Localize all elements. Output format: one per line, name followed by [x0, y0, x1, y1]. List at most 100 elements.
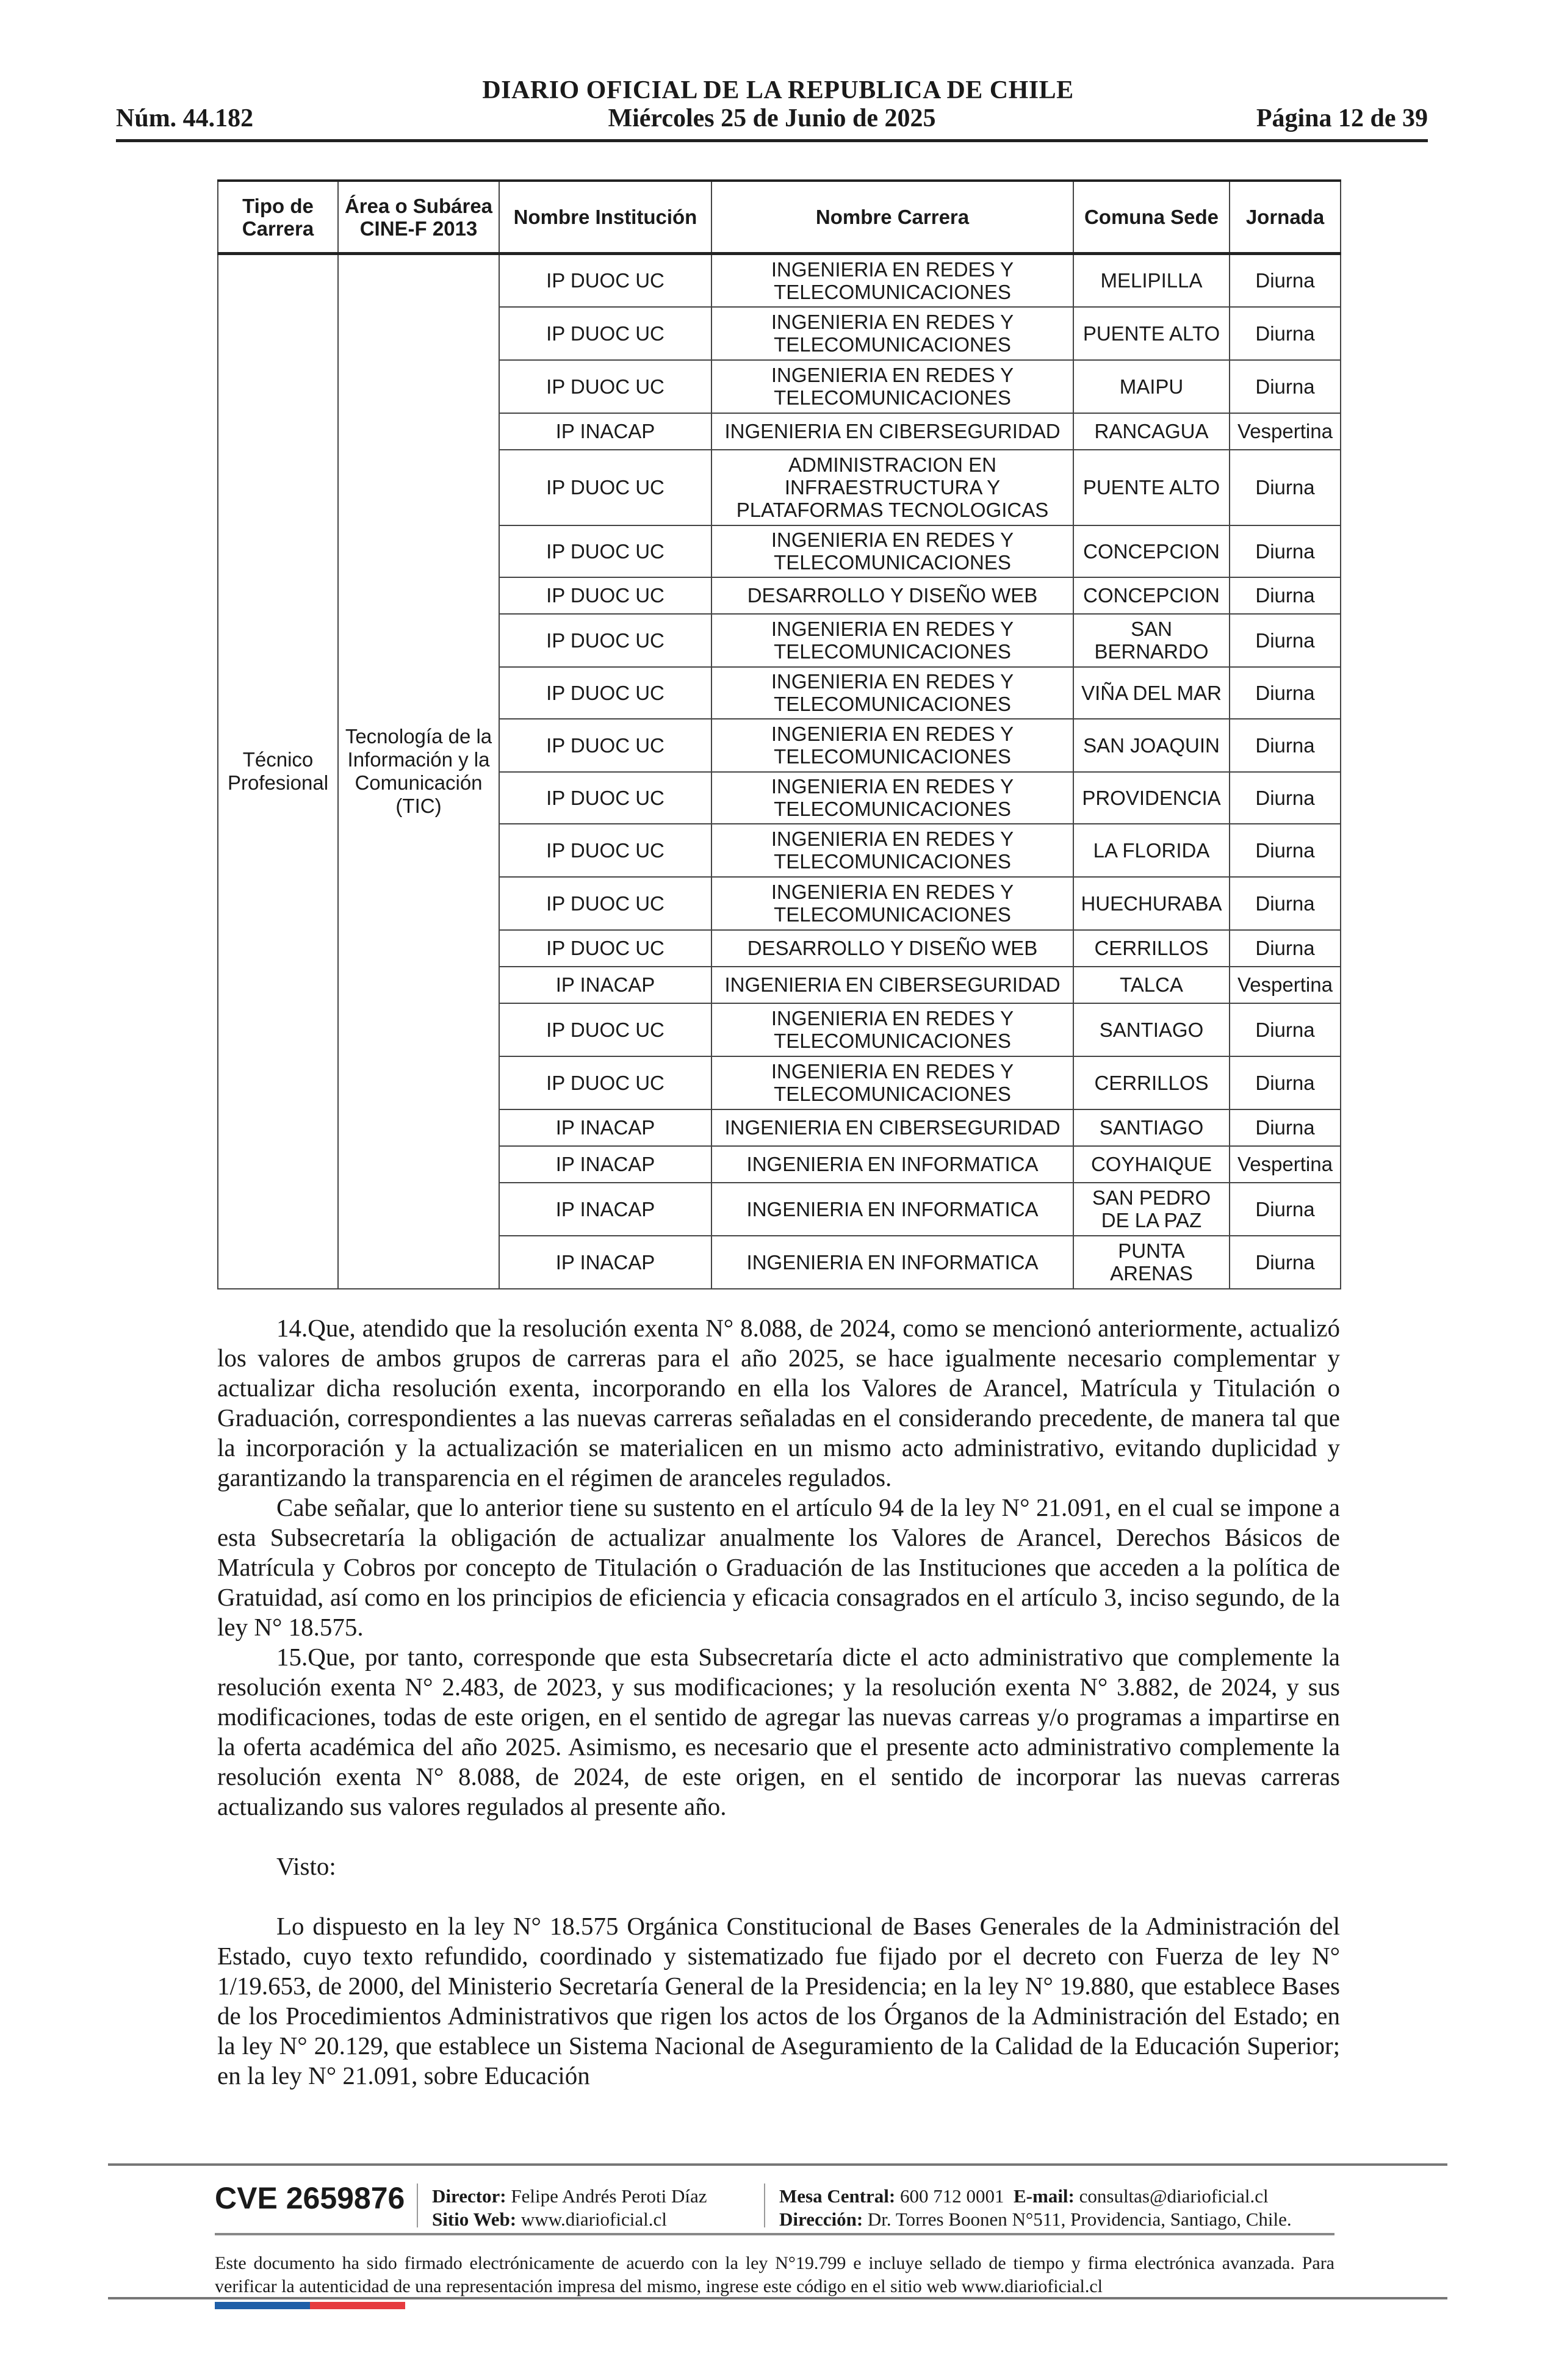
document-body: 14.Que, atendido que la resolución exent…	[217, 1313, 1340, 2091]
table-row: IP DUOC UC INGENIERIA EN REDES Y TELECOMU…	[218, 1002, 1341, 1057]
footer-divider	[215, 2233, 1334, 2235]
table-row: IP INACAP INGENIERIA EN CIBERSEGURIDAD SAN…	[218, 1108, 1341, 1147]
phone-number: 600 712 0001	[900, 2185, 1004, 2207]
comuna-cell: PUENTE ALTO	[1073, 306, 1230, 361]
flag-bar-red	[310, 2302, 405, 2309]
carrera-cell: INGENIERIA EN REDES Y TELECOMUNICACIONES	[711, 306, 1074, 361]
jornada-cell: Diurna	[1229, 718, 1341, 773]
carrera-cell: INGENIERIA EN REDES Y TELECOMUNICACIONES	[711, 253, 1074, 308]
newspaper-title: DIARIO OFICIAL DE LA REPUBLICA DE CHILE	[482, 76, 1074, 104]
carrera-cell: INGENIERIA EN REDES Y TELECOMUNICACIONES	[711, 876, 1074, 931]
comuna-cell: VIÑA DEL MAR	[1073, 666, 1230, 719]
footer-separator	[764, 2183, 765, 2227]
table-row: IP INACAP INGENIERIA EN CIBERSEGURIDAD TAL…	[218, 965, 1341, 1004]
jornada-cell: Diurna	[1229, 1002, 1341, 1057]
inst-cell: IP DUOC UC	[499, 253, 712, 308]
jornada-cell: Diurna	[1229, 823, 1341, 878]
table-row: IP INACAP INGENIERIA EN INFORMATICA COYHAI…	[218, 1145, 1341, 1183]
column-header: Área o Subárea CINE-F 2013	[337, 179, 500, 255]
table-row: IP INACAP INGENIERIA EN INFORMATICA SAN PE…	[218, 1181, 1341, 1236]
table-row: IP DUOC UC INGENIERIA EN REDES Y TELECOMU…	[218, 823, 1341, 878]
email-label: E-mail:	[1014, 2185, 1075, 2207]
inst-cell: IP DUOC UC	[499, 823, 712, 878]
carrera-cell: INGENIERIA EN REDES Y TELECOMUNICACIONES	[711, 1055, 1074, 1110]
jornada-cell: Diurna	[1229, 576, 1341, 615]
issue-date: Miércoles 25 de Junio de 2025	[608, 104, 936, 132]
table-row: IP DUOC UC DESARROLLO Y DISEÑO WEB CONCEPC…	[218, 576, 1341, 615]
jornada-cell: Diurna	[1229, 1235, 1341, 1289]
inst-cell: IP DUOC UC	[499, 718, 712, 773]
carrera-cell: INGENIERIA EN INFORMATICA	[711, 1181, 1074, 1236]
comuna-cell: SANTIAGO	[1073, 1108, 1230, 1147]
careers-table: Tipo de Carrera Área o Subárea CINE-F 201…	[217, 179, 1341, 1289]
inst-cell: IP DUOC UC	[499, 666, 712, 719]
carrera-cell: INGENIERIA EN INFORMATICA	[711, 1235, 1074, 1289]
table-row: IP DUOC UC INGENIERIA EN REDES Y TELECOMU…	[218, 666, 1341, 719]
carrera-cell: INGENIERIA EN REDES Y TELECOMUNICACIONES	[711, 359, 1074, 414]
comuna-cell: SAN PEDRO DE LA PAZ	[1073, 1181, 1230, 1236]
footer-divider	[108, 2297, 1447, 2299]
column-header: Nombre Carrera	[711, 179, 1074, 255]
paragraph: Lo dispuesto en la ley N° 18.575 Orgánic…	[217, 1912, 1340, 2090]
column-header: Nombre Institución	[499, 179, 712, 255]
carrera-cell: INGENIERIA EN REDES Y TELECOMUNICACIONES	[711, 613, 1074, 668]
inst-cell: IP INACAP	[499, 1145, 712, 1183]
carrera-cell: INGENIERIA EN REDES Y TELECOMUNICACIONES	[711, 718, 1074, 773]
carrera-cell: INGENIERIA EN REDES Y TELECOMUNICACIONES	[711, 666, 1074, 719]
carrera-cell: INGENIERIA EN REDES Y TELECOMUNICACIONES	[711, 1002, 1074, 1057]
table-row: IP INACAP INGENIERIA EN CIBERSEGURIDAD RAN…	[218, 412, 1341, 450]
page-number: Página 12 de 39	[1256, 104, 1428, 132]
table-row: IP DUOC UC INGENIERIA EN REDES Y TELECOMU…	[218, 613, 1341, 668]
comuna-cell: PUENTE ALTO	[1073, 449, 1230, 526]
jornada-cell: Diurna	[1229, 613, 1341, 668]
paragraph: Cabe señalar, que lo anterior tiene su s…	[217, 1493, 1340, 1641]
jornada-cell: Diurna	[1229, 306, 1341, 361]
table-row: IP DUOC UC INGENIERIA EN REDES Y TELECOMU…	[218, 524, 1341, 578]
jornada-cell: Vespertina	[1229, 1145, 1341, 1183]
email-link[interactable]: consultas@diarioficial.cl	[1079, 2185, 1269, 2207]
jornada-cell: Diurna	[1229, 876, 1341, 931]
table-row: IP DUOC UC INGENIERIA EN REDES Y TELECOMU…	[218, 1055, 1341, 1110]
carrera-cell: INGENIERIA EN REDES Y TELECOMUNICACIONES	[711, 823, 1074, 878]
inst-cell: IP INACAP	[499, 412, 712, 450]
comuna-cell: LA FLORIDA	[1073, 823, 1230, 878]
column-header: Tipo de Carrera	[217, 179, 339, 255]
section-heading: Visto:	[276, 1852, 336, 1880]
issue-number: Núm. 44.182	[116, 104, 254, 132]
carrera-cell: INGENIERIA EN INFORMATICA	[711, 1145, 1074, 1183]
inst-cell: IP DUOC UC	[499, 524, 712, 578]
header-divider	[116, 139, 1428, 142]
director-label: Director:	[432, 2185, 506, 2207]
address: Dr. Torres Boonen N°511, Providencia, Sa…	[867, 2209, 1292, 2230]
paragraph: 15.Que, por tanto, corresponde que esta …	[217, 1643, 1340, 1820]
director-name: Felipe Andrés Peroti Díaz	[511, 2185, 707, 2207]
inst-cell: IP DUOC UC	[499, 876, 712, 931]
cve-code: CVE 2659876	[215, 2181, 405, 2215]
jornada-cell: Vespertina	[1229, 412, 1341, 450]
inst-cell: IP DUOC UC	[499, 929, 712, 967]
table-row: IP DUOC UC INGENIERIA EN REDES Y TELECOMU…	[218, 718, 1341, 773]
inst-cell: IP DUOC UC	[499, 613, 712, 668]
website-link[interactable]: www.diarioficial.cl	[520, 2209, 667, 2230]
carrera-cell: DESARROLLO Y DISEÑO WEB	[711, 576, 1074, 615]
comuna-cell: COYHAIQUE	[1073, 1145, 1230, 1183]
carrera-cell: INGENIERIA EN REDES Y TELECOMUNICACIONES	[711, 771, 1074, 824]
comuna-cell: PROVIDENCIA	[1073, 771, 1230, 824]
inst-cell: IP DUOC UC	[499, 359, 712, 414]
comuna-cell: HUECHURABA	[1073, 876, 1230, 931]
career-type-cell: Técnico Profesional	[217, 253, 339, 1289]
carrera-cell: INGENIERIA EN CIBERSEGURIDAD	[711, 1108, 1074, 1147]
comuna-cell: MAIPU	[1073, 359, 1230, 414]
comuna-cell: SAN BERNARDO	[1073, 613, 1230, 668]
jornada-cell: Diurna	[1229, 771, 1341, 824]
inst-cell: IP DUOC UC	[499, 306, 712, 361]
comuna-cell: TALCA	[1073, 965, 1230, 1004]
jornada-cell: Diurna	[1229, 1055, 1341, 1110]
jornada-cell: Diurna	[1229, 929, 1341, 967]
table-row: IP DUOC UC INGENIERIA EN REDES Y TELECOMU…	[218, 771, 1341, 824]
carrera-cell: INGENIERIA EN CIBERSEGURIDAD	[711, 965, 1074, 1004]
table-row: IP INACAP INGENIERIA EN INFORMATICA PUNTA …	[218, 1235, 1341, 1289]
inst-cell: IP DUOC UC	[499, 576, 712, 615]
carrera-cell: INGENIERIA EN REDES Y TELECOMUNICACIONES	[711, 524, 1074, 578]
comuna-cell: CERRILLOS	[1073, 1055, 1230, 1110]
